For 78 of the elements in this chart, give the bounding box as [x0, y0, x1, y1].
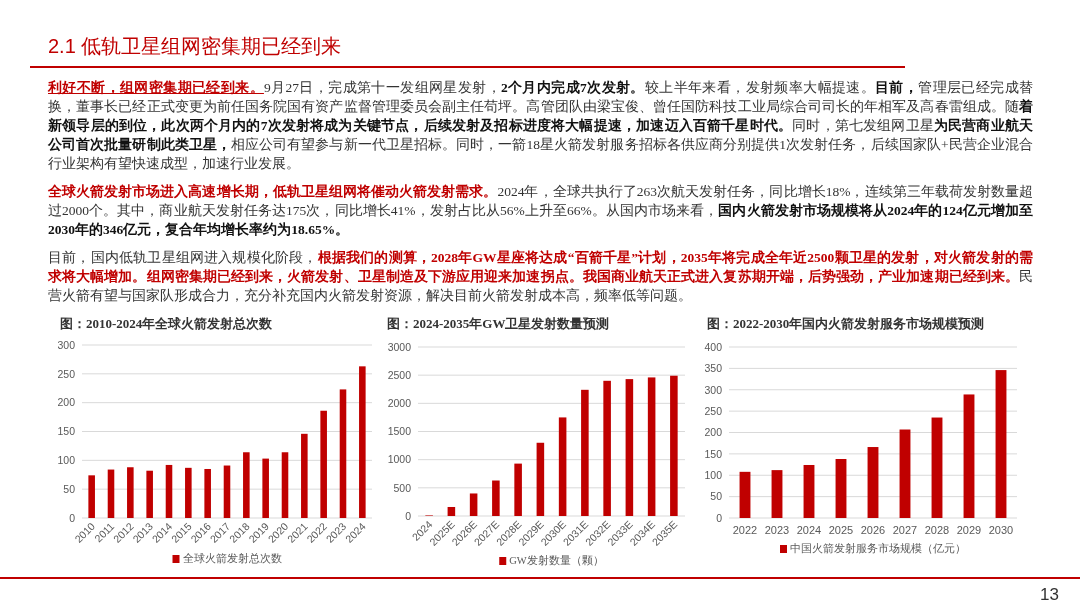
legend-label: 中国火箭发射服务市场规模（亿元） — [790, 542, 966, 554]
x-tick-label: 2029 — [956, 524, 982, 536]
chart-title: 图：2022-2030年国内火箭发射服务市场规模预测 — [707, 316, 985, 331]
x-tick-label: 2027 — [892, 524, 918, 536]
x-tick-label: 2026 — [860, 524, 886, 536]
bar — [204, 468, 211, 518]
bar — [931, 417, 943, 518]
text: 2.1 低轨卫星组网密集期已经到来 — [48, 34, 342, 59]
chart-title: 图：2024-2035年GW卫星发射数量预测 — [387, 316, 610, 331]
bar — [771, 470, 783, 518]
bar — [603, 380, 611, 516]
x-tick-label: 2023 — [764, 524, 790, 536]
y-tick-label: 1500 — [387, 425, 412, 438]
bar — [647, 377, 656, 516]
y-tick-label: 2500 — [387, 368, 412, 381]
x-tick-label: 2030 — [988, 524, 1014, 536]
x-tick-label: 2024 — [796, 524, 822, 536]
bar — [262, 458, 269, 518]
y-tick-label: 300 — [57, 338, 76, 351]
bar — [963, 394, 975, 518]
bar — [739, 471, 751, 518]
bar — [995, 370, 1007, 518]
bar — [320, 410, 327, 518]
y-tick-label: 0 — [716, 511, 723, 524]
y-tick-label: 100 — [704, 469, 723, 482]
bar — [670, 375, 678, 516]
bar — [185, 467, 192, 518]
x-tick-label: 2025 — [828, 524, 854, 536]
bar — [223, 465, 231, 518]
bar — [88, 475, 95, 518]
bar — [146, 470, 153, 518]
y-tick-label: 1000 — [387, 453, 412, 466]
y-tick-label: 50 — [63, 482, 76, 495]
y-tick-label: 250 — [57, 367, 76, 380]
text: 13 — [1040, 585, 1059, 605]
bar — [514, 463, 522, 516]
bar — [899, 429, 911, 518]
bar — [243, 452, 250, 518]
bar — [492, 480, 500, 516]
bar — [447, 506, 456, 516]
text: 目前，国内低轨卫星组网进入规模化阶段，根据我们的测算，2028年GW星座将达成“百箭千星”计划，2035年将完成全年近2500颗卫星的发射，对火箭发射的需求将大幅增加。组网密集期已经到来，火箭发射、卫星制造及下游应用迎来加速拐点。我国商业航天正式进入复苏期开端，后势强劲，产业加速期已经到来。民营火箭有望与国家队形成合力，充分补充国内火箭发射资源，解决目前火箭发射成本高，频率低等问题。 — [48, 250, 1034, 303]
y-tick-label: 2000 — [387, 397, 412, 410]
x-tick-label: 2022 — [732, 524, 758, 536]
bar — [281, 452, 289, 518]
text: 利好不断，组网密集期已经到来。9月27日，完成第十一发组网星发射，2个月内完成7次发射。较上半年来看，发射频率大幅提速。目前，管理层已经完成替换，董事长已经正式变更为前任国务院国有资产监督管理委员会副主任苟坪。高管团队由梁宝俊、曾任国防科技工业局综合司司长的年相军及高春雷组成。随着新领导层的到位，此次两个月内的7次发射将成为关键节点，后续发射及招标进度将大幅提速，加速迈入百箭千星时代。同时，第七发组网卫星为民营商业航天公司首次批量研制此类卫星，相应公司有望参与新一代卫星招标。同时，一箭18星火箭发射服务招标各供应商分别提供1次发射任务，后续国家队+民营企业混合行业架构有望快速成型，加速行业发展。 — [48, 80, 1034, 171]
text: 全球火箭发射市场进入高速增长期，低轨卫星组网将催动火箭发射需求。2024年，全球共执行了263次航天发射任务，同比增长18%，连续第三年载荷发射数量超过2000个。其中，商业航天发射任务达175次，同比增长41%，发射占比从56%上升至66%。从国内市场来看，国内火箭发射市场规模将从2024年的124亿元增加至2030年的346亿元，复合年均增长率约为18.65%。 — [48, 184, 1034, 237]
y-tick-label: 0 — [405, 509, 412, 522]
y-tick-label: 200 — [704, 426, 723, 439]
bar — [835, 459, 847, 518]
bar — [127, 467, 134, 518]
bar — [165, 464, 173, 518]
y-tick-label: 50 — [710, 490, 723, 503]
legend-label: 全球火箭发射总次数 — [182, 552, 282, 564]
bar — [107, 469, 115, 518]
bar — [867, 447, 879, 518]
y-tick-label: 250 — [704, 404, 723, 417]
bar — [536, 442, 545, 516]
chart-title: 图：2010-2024年全球火箭发射总次数 — [60, 316, 274, 331]
y-tick-label: 500 — [393, 481, 412, 494]
bar — [803, 464, 815, 518]
x-tick-label: 2028 — [924, 524, 950, 536]
y-tick-label: 300 — [704, 383, 723, 396]
y-tick-label: 150 — [57, 425, 76, 438]
bar — [301, 433, 308, 518]
bar — [359, 366, 366, 518]
y-tick-label: 150 — [704, 447, 723, 460]
bar — [581, 389, 589, 516]
y-tick-label: 200 — [57, 396, 76, 409]
bar — [339, 389, 347, 518]
legend-label: GW发射数量（颗） — [509, 554, 604, 566]
y-tick-label: 400 — [704, 340, 723, 353]
y-tick-label: 0 — [69, 511, 76, 524]
y-tick-label: 100 — [57, 454, 76, 467]
bar — [558, 417, 567, 516]
bar — [625, 379, 634, 516]
y-tick-label: 3000 — [387, 340, 412, 353]
bar — [469, 493, 478, 516]
y-tick-label: 350 — [704, 362, 723, 375]
